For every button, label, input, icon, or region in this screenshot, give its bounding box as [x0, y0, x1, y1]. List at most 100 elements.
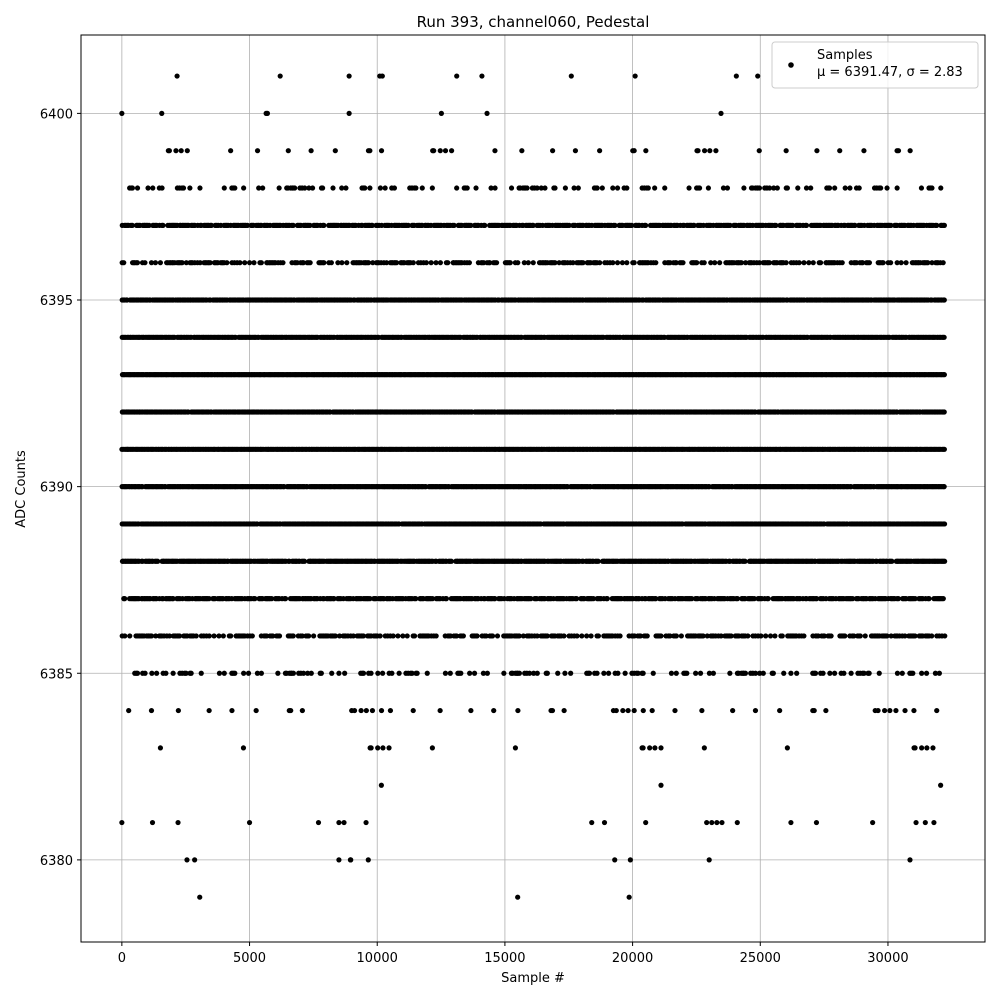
data-point: [876, 670, 882, 676]
data-point: [300, 670, 307, 676]
data-point: [520, 633, 527, 639]
data-point: [377, 633, 383, 639]
data-point: [305, 670, 311, 676]
data-point: [198, 670, 204, 676]
data-point: [516, 670, 523, 676]
data-point: [625, 707, 631, 714]
data-point: [684, 670, 690, 676]
data-point: [410, 707, 416, 714]
data-point: [758, 633, 764, 639]
data-point: [595, 633, 602, 639]
data-point: [489, 633, 496, 639]
data-point: [193, 633, 199, 639]
data-point: [336, 670, 342, 676]
data-point: [620, 707, 626, 714]
data-point: [414, 670, 420, 676]
data-point: [515, 707, 521, 714]
data-point: [760, 670, 766, 676]
data-point: [701, 745, 707, 751]
data-point: [157, 745, 164, 751]
data-point: [170, 670, 176, 676]
data-point: [561, 707, 567, 714]
data-point: [153, 633, 159, 639]
data-point: [252, 596, 258, 602]
data-point: [821, 633, 827, 639]
data-point: [617, 633, 623, 639]
data-point: [899, 670, 905, 676]
data-point: [934, 707, 940, 714]
data-point: [929, 633, 935, 639]
data-point: [658, 782, 664, 788]
data-point: [667, 633, 673, 639]
data-point: [228, 633, 234, 639]
data-point: [269, 596, 275, 602]
data-point: [601, 670, 607, 676]
data-point: [706, 670, 713, 676]
data-point: [615, 670, 621, 676]
data-point: [919, 745, 925, 751]
data-point: [555, 670, 561, 676]
data-point: [941, 372, 947, 378]
data-point: [579, 633, 585, 639]
data-point: [468, 707, 474, 714]
data-point: [752, 707, 759, 714]
data-point: [380, 745, 386, 751]
data-point: [584, 633, 590, 639]
data-point: [832, 670, 838, 676]
data-point: [649, 707, 655, 714]
data-point: [332, 633, 339, 639]
data-point: [763, 633, 769, 639]
data-point: [409, 670, 415, 676]
data-point: [458, 670, 464, 676]
data-point: [689, 596, 695, 602]
data-point: [635, 670, 641, 676]
data-point: [561, 633, 567, 639]
data-point: [781, 670, 787, 676]
data-point: [241, 670, 247, 676]
data-point: [254, 670, 261, 676]
data-point: [122, 633, 128, 639]
data-point: [941, 446, 947, 452]
data-point: [206, 707, 212, 714]
data-point: [678, 633, 684, 639]
data-point: [658, 633, 664, 639]
data-point: [767, 633, 774, 639]
data-point: [126, 707, 132, 714]
data-point: [411, 633, 418, 639]
data-point: [650, 670, 656, 676]
data-point: [924, 745, 930, 751]
data-point: [142, 670, 148, 676]
data-point: [658, 745, 664, 751]
data-point: [727, 670, 733, 676]
data-point: [331, 596, 337, 602]
data-point: [282, 596, 289, 602]
data-point: [622, 670, 628, 676]
data-point: [306, 633, 312, 639]
data-point: [777, 707, 783, 714]
data-point: [894, 670, 901, 676]
data-point: [699, 707, 705, 714]
data-point: [516, 633, 522, 639]
data-point: [375, 670, 381, 676]
data-point: [652, 745, 658, 751]
data-point: [842, 633, 848, 639]
data-point: [301, 558, 308, 564]
data-point: [460, 633, 466, 639]
data-point: [299, 707, 305, 714]
data-point: [528, 596, 534, 602]
data-point: [363, 707, 369, 714]
data-point: [850, 596, 856, 602]
data-point: [912, 745, 918, 751]
data-point: [433, 633, 439, 639]
data-point: [765, 596, 771, 602]
data-point: [889, 558, 895, 564]
data-point: [342, 670, 348, 676]
data-point: [653, 596, 659, 602]
data-point: [154, 670, 160, 676]
data-point: [827, 670, 833, 676]
data-points: [119, 73, 948, 900]
data-point: [443, 596, 450, 602]
data-point: [938, 782, 944, 788]
data-point: [378, 782, 384, 788]
